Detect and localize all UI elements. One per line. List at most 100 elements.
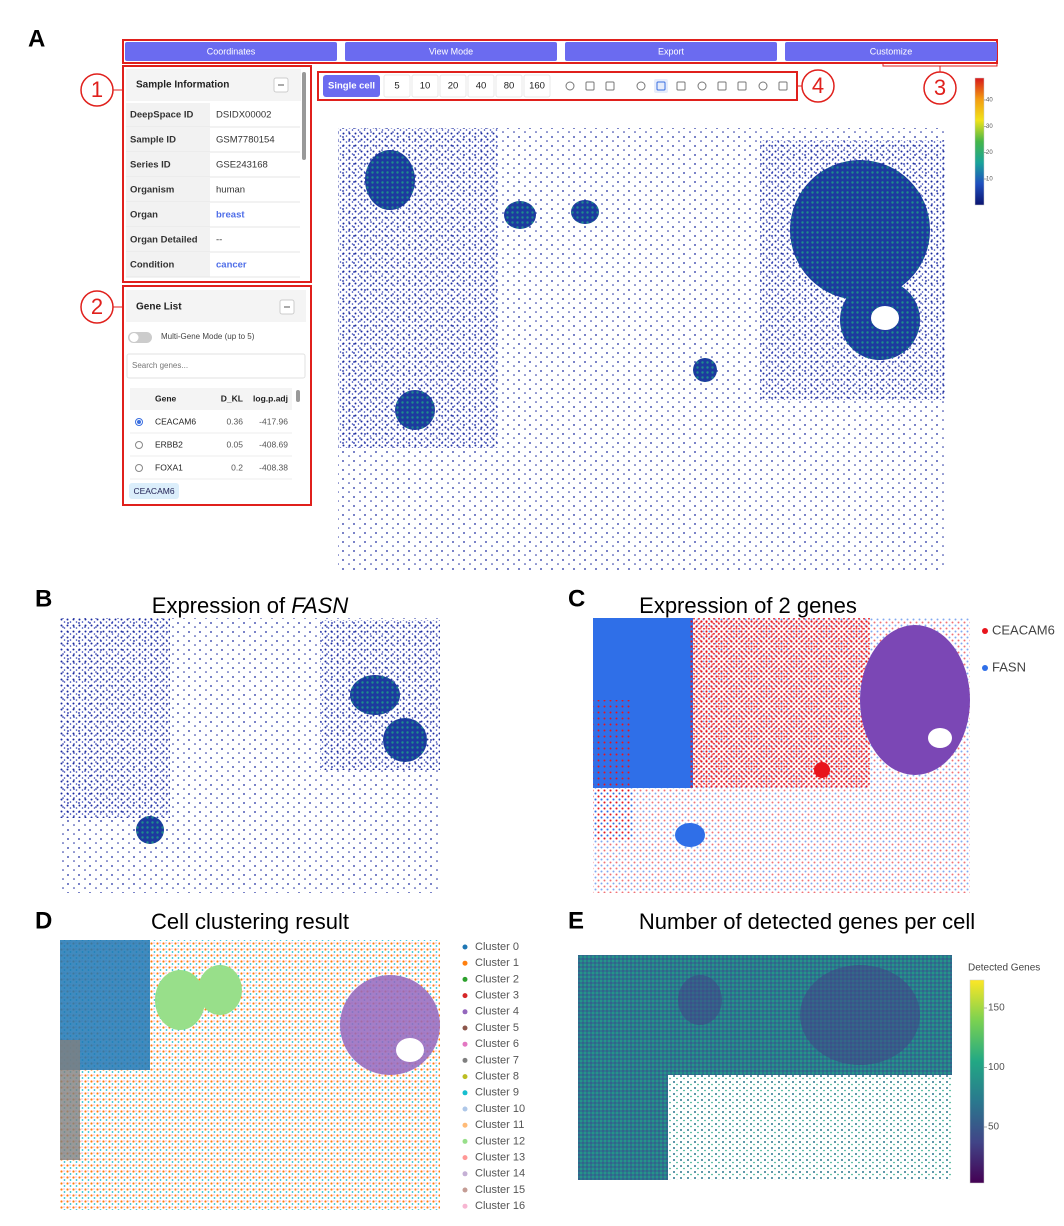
gene-pval: -408.38	[259, 462, 288, 472]
title-prefix: Expression of	[152, 593, 286, 618]
legend-label: Cluster 2	[475, 973, 519, 985]
info-value: --	[216, 235, 222, 246]
tool-icon[interactable]	[778, 81, 788, 91]
search-input[interactable]	[126, 353, 306, 379]
legend-marker	[462, 1025, 468, 1031]
gene-pval: -408.69	[259, 439, 288, 449]
legend-marker	[462, 1138, 468, 1144]
menu-label[interactable]: Coordinates	[207, 46, 256, 56]
menu-label[interactable]: Customize	[870, 46, 913, 56]
panel-title: Expression of 2 genes	[639, 593, 857, 618]
legend-label: FASN	[992, 659, 1026, 674]
info-label: Series ID	[130, 160, 171, 171]
tool-icon[interactable]	[656, 81, 666, 91]
size-button[interactable]	[467, 74, 495, 98]
table-header	[130, 388, 292, 410]
scrollbar	[296, 390, 300, 402]
legend-label: Cluster 7	[475, 1054, 519, 1066]
menu-button[interactable]	[785, 42, 997, 61]
gene-name: CEACAM6	[155, 416, 196, 426]
colorbar-tick-label: 30	[986, 124, 993, 130]
size-label[interactable]: 40	[476, 81, 487, 92]
info-label: Organ	[130, 210, 158, 221]
gene-dkl: 0.36	[226, 416, 243, 426]
colorbar-tick-label: 40	[986, 98, 993, 104]
menu-button[interactable]	[345, 42, 557, 61]
colorbar-tick-label: 10	[986, 177, 993, 183]
size-button[interactable]	[495, 74, 523, 98]
scatter-b	[60, 618, 440, 893]
panel-label: B	[35, 585, 52, 612]
size-button[interactable]	[411, 74, 439, 98]
colorbar-tick-label: 20	[986, 150, 993, 156]
info-value[interactable]: cancer	[216, 260, 247, 271]
size-label[interactable]: 20	[448, 81, 459, 92]
legend-label: CEACAM6	[992, 622, 1055, 637]
legend-marker	[462, 1041, 468, 1047]
legend-marker	[462, 1203, 468, 1209]
size-label[interactable]: 10	[420, 81, 431, 92]
legend-marker	[462, 1122, 468, 1128]
size-label[interactable]: 160	[529, 81, 545, 92]
size-button[interactable]	[383, 74, 411, 98]
colorbar-tick-label: 50	[988, 1122, 1000, 1133]
mode-label[interactable]: Single cell	[328, 81, 375, 92]
menu-button[interactable]	[565, 42, 777, 61]
radio-dot	[137, 420, 141, 424]
tool-icon[interactable]	[605, 81, 615, 91]
tool-icon[interactable]	[585, 81, 595, 91]
scatter-d	[60, 940, 440, 1210]
info-label: Organism	[130, 185, 174, 196]
colorbar-tick-label: 150	[988, 1003, 1005, 1014]
info-label-cell	[126, 103, 210, 127]
menu-label[interactable]: View Mode	[429, 46, 473, 56]
scrollbar	[302, 72, 306, 160]
size-label[interactable]: 80	[504, 81, 515, 92]
panel-header	[126, 290, 306, 322]
gene-name: ERBB2	[155, 439, 183, 449]
menu-label[interactable]: Export	[658, 46, 685, 56]
panel-title: Expression of FASN	[152, 593, 349, 618]
tool-icon[interactable]	[565, 81, 575, 91]
table-header-cell: D_KL	[221, 393, 243, 403]
table-header-cell: log.p.adj	[253, 393, 288, 403]
info-value: human	[216, 185, 245, 196]
tool-active	[654, 79, 668, 93]
gene-chip	[129, 483, 179, 499]
info-label-cell	[126, 128, 210, 152]
legend-marker	[462, 1090, 468, 1096]
tool-icon[interactable]	[636, 81, 646, 91]
table-header-cell: Gene	[155, 393, 177, 403]
info-label-cell	[126, 228, 210, 252]
legend-marker	[462, 976, 468, 982]
radio[interactable]	[135, 464, 143, 472]
mode-button[interactable]	[323, 75, 380, 97]
tool-icon[interactable]	[676, 81, 686, 91]
tool-icon[interactable]	[717, 81, 727, 91]
tool-icon[interactable]	[697, 81, 707, 91]
panel-label: E	[568, 907, 584, 934]
colorbar	[969, 979, 985, 1184]
size-button[interactable]	[523, 74, 551, 98]
size-label[interactable]: 5	[394, 81, 399, 92]
legend-label: Cluster 10	[475, 1103, 525, 1115]
tool-icon[interactable]	[758, 81, 768, 91]
panel-header	[126, 69, 301, 101]
callout-link	[882, 63, 998, 72]
info-label-cell	[126, 153, 210, 177]
legend-label: Cluster 9	[475, 1087, 519, 1099]
legend-marker	[462, 1155, 468, 1161]
toggle-label: Multi-Gene Mode (up to 5)	[161, 332, 255, 341]
menu-button[interactable]	[125, 42, 337, 61]
callout-number: 2	[91, 294, 103, 319]
legend-marker	[462, 1009, 468, 1015]
legend-marker	[982, 628, 988, 634]
legend-label: Cluster 8	[475, 1071, 519, 1083]
tool-icon[interactable]	[737, 81, 747, 91]
panel-title: Number of detected genes per cell	[639, 909, 975, 934]
info-value[interactable]: breast	[216, 210, 245, 221]
size-button[interactable]	[439, 74, 467, 98]
radio[interactable]	[135, 441, 143, 449]
